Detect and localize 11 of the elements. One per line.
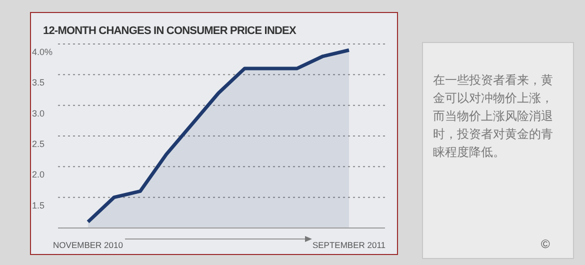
text: 在一些投资者看来，黄金可以对冲物价上涨，而当物价上涨风险消退时，投资者对黄金的青睐程度降低。 (433, 72, 554, 161)
chart-title: 12-MONTH CHANGES IN CONSUMER PRICE INDEX (43, 25, 296, 37)
text: © (541, 237, 550, 251)
y-tick-label: 3.0 (32, 108, 45, 118)
y-tick-label: 4.0% (32, 47, 53, 57)
y-tick-label: 2.0 (32, 170, 45, 180)
y-tick-label: 3.5 (32, 78, 45, 88)
x-tick-label: NOVEMBER 2010 (53, 240, 124, 250)
y-tick-label: 2.5 (32, 139, 45, 149)
x-tick-label: SEPTEMBER 2011 (312, 240, 386, 250)
y-tick-label: 1.5 (32, 200, 45, 210)
